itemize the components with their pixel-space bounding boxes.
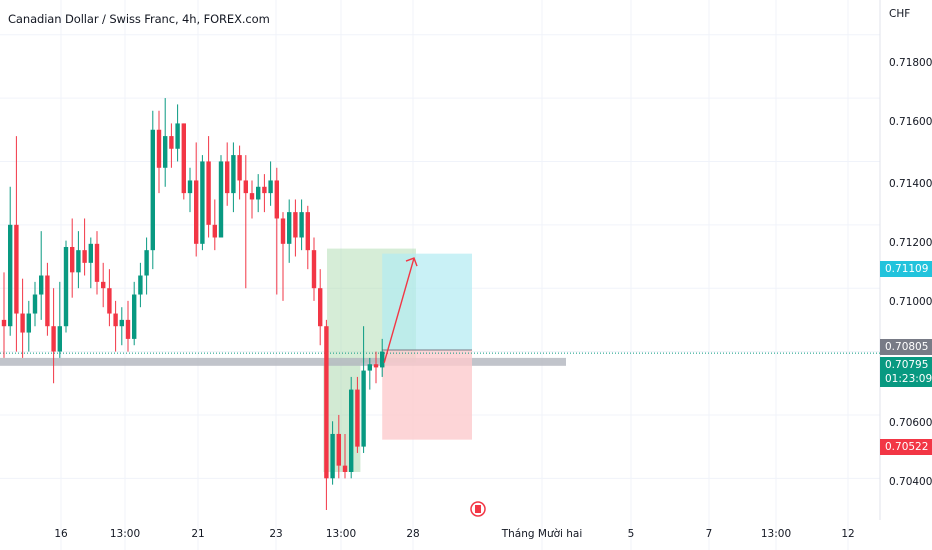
candle-body (169, 136, 174, 149)
candle-body (194, 180, 199, 244)
candle-body (20, 313, 25, 333)
candle-body (70, 246, 75, 273)
x-tick-label: 13:00 (325, 528, 357, 540)
y-tick-label: 0.71800 (889, 57, 932, 69)
candle-body (243, 180, 248, 194)
last-price-badge: 0.70795 (880, 357, 932, 373)
y-tick-label: 0.71200 (889, 237, 932, 249)
candle-body (373, 364, 379, 368)
entry-price-badge: 0.70805 (880, 339, 932, 355)
candle-body (57, 326, 62, 352)
candle-body (32, 294, 38, 314)
target-zone (382, 253, 472, 350)
candle-body (293, 212, 298, 238)
canada-flag-event-icon-fill (475, 505, 481, 513)
y-tick-label: 0.71600 (889, 116, 932, 128)
candle-body (324, 326, 329, 479)
candle-body (237, 155, 242, 181)
candle-body (206, 161, 211, 225)
x-tick-label: 16 (54, 528, 68, 540)
candle-body (113, 313, 118, 327)
candle-body (51, 326, 56, 352)
x-tick-label: 13:00 (109, 528, 141, 540)
target-price-badge: 0.71109 (880, 261, 932, 277)
demand-zone-box (323, 362, 361, 472)
candle-body (200, 161, 205, 244)
x-tick-label: Tháng Mười hai (501, 528, 583, 540)
candle-body (256, 186, 261, 200)
candle-body (349, 389, 354, 472)
candle-body (287, 212, 292, 244)
candle-body (361, 370, 366, 447)
arrow-head (405, 257, 418, 267)
stop-price-badge: 0.70522 (880, 439, 932, 455)
candle-body (367, 364, 372, 371)
candle-body (330, 433, 335, 479)
x-tick-label: 5 (627, 528, 635, 540)
candle-body (225, 161, 230, 194)
candle-body (76, 250, 81, 273)
candle-body (94, 243, 100, 282)
projection-arrow (383, 257, 415, 363)
currency-label: CHF (889, 8, 911, 20)
candle-countdown-badge: 01:23:09 (880, 371, 932, 387)
y-tick-label: 0.71000 (889, 296, 932, 308)
candle-body (274, 180, 279, 219)
candle-body (218, 161, 224, 238)
candle-body (318, 288, 323, 327)
x-tick-label: 7 (705, 528, 713, 540)
candle-body (63, 246, 69, 327)
candle-body (125, 319, 131, 339)
candle-body (156, 129, 162, 168)
candle-body (305, 212, 310, 251)
candle-body (355, 389, 360, 447)
candle-body (249, 193, 255, 200)
support-band (0, 357, 566, 366)
candle-body (181, 123, 186, 194)
candle-body (88, 243, 93, 263)
candle-body (144, 250, 149, 276)
candle-body (1, 319, 7, 327)
candle-body (82, 250, 87, 263)
candle-body (39, 275, 44, 295)
y-tick-label: 0.70600 (889, 417, 932, 429)
candle-body (175, 123, 180, 149)
candle-body (14, 224, 19, 314)
candle-body (342, 465, 348, 472)
y-tick-label: 0.71400 (889, 178, 932, 190)
y-tick-label: 0.70400 (889, 476, 932, 488)
x-tick-label: 12 (841, 528, 855, 540)
candle-body (163, 136, 168, 168)
candle-body (150, 129, 155, 251)
candle-body (231, 155, 236, 194)
x-tick-label: 13:00 (760, 528, 792, 540)
candle-body (26, 313, 31, 333)
candle-body (268, 180, 273, 194)
candle-body (138, 275, 143, 295)
candle-body (132, 294, 137, 339)
x-tick-label: 23 (269, 528, 283, 540)
candle-body (119, 319, 124, 327)
candle-body (107, 288, 112, 314)
candle-body (8, 224, 13, 327)
candle-body (262, 186, 267, 194)
candle-body (45, 275, 50, 327)
x-tick-label: 21 (191, 528, 205, 540)
candle-body (380, 351, 385, 368)
stop-zone (382, 349, 472, 440)
candle-body (311, 250, 317, 289)
candle-body (212, 224, 217, 238)
candle-body (101, 281, 106, 289)
candle-body (299, 212, 304, 238)
chart-title: Canadian Dollar / Swiss Franc, 4h, FOREX… (8, 12, 270, 26)
candle-body (280, 218, 286, 244)
x-tick-label: 28 (406, 528, 420, 540)
candle-body (187, 180, 193, 194)
candle-body (336, 433, 341, 466)
